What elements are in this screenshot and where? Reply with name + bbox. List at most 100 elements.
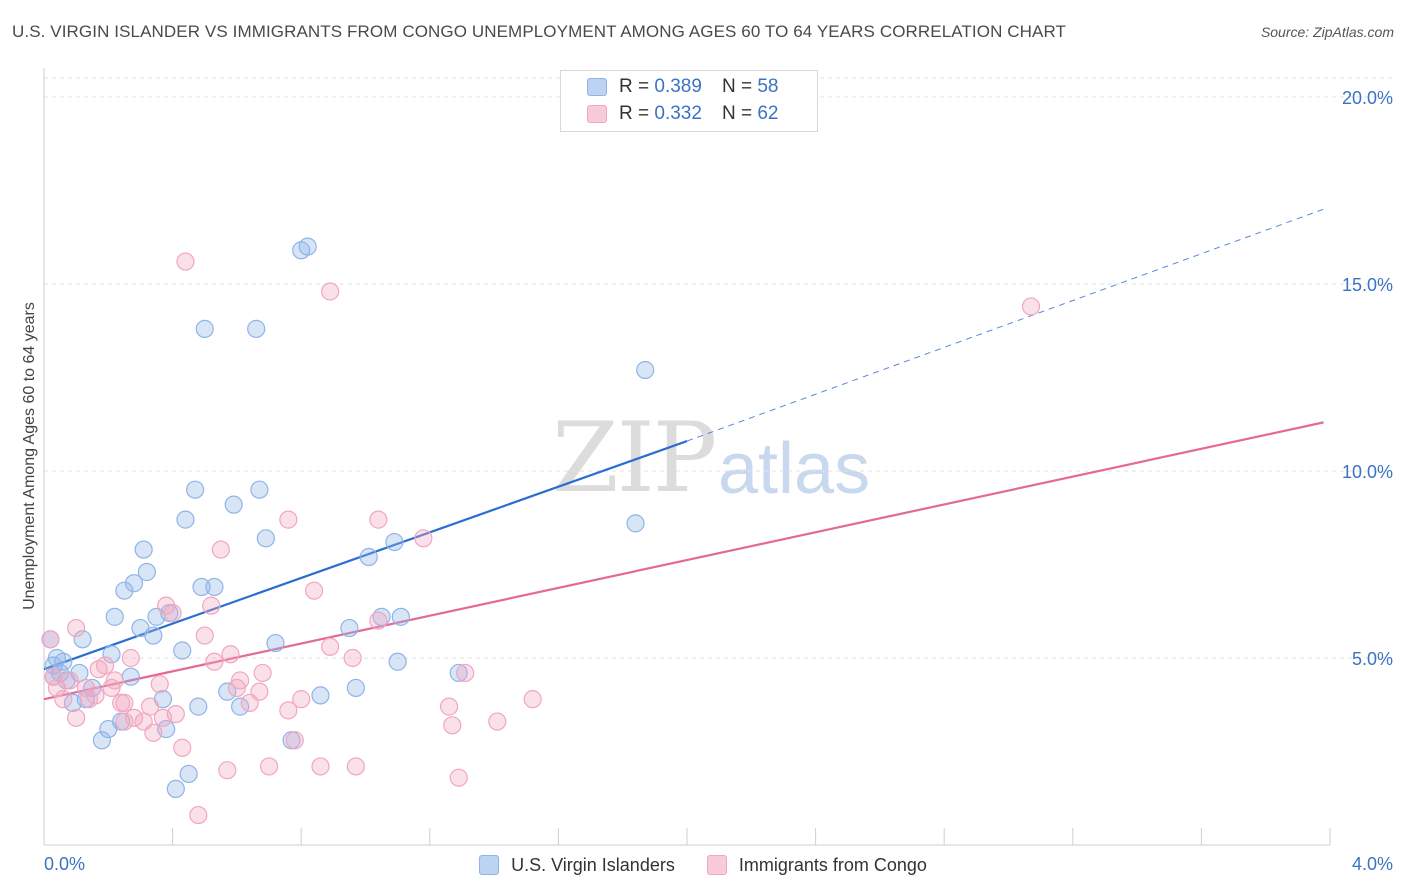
legend-row-congo: R = 0.332 N = 62: [587, 101, 778, 127]
point-virgin-islanders: [218, 682, 237, 701]
point-virgin-islanders: [266, 633, 285, 653]
point-virgin-islanders: [186, 480, 205, 499]
point-congo: [163, 604, 182, 623]
point-congo: [67, 708, 86, 727]
point-virgin-islanders: [298, 237, 317, 256]
legend-item-virgin-islanders: U.S. Virgin Islanders: [479, 855, 675, 876]
legend-n-label: N =: [721, 103, 753, 124]
legend-label: Immigrants from Congo: [738, 854, 927, 875]
legend-item-congo: Immigrants from Congo: [706, 854, 927, 876]
x-tick-label-min: 0.0%: [44, 854, 85, 874]
point-virgin-islanders: [359, 547, 378, 567]
point-virgin-islanders: [173, 641, 192, 660]
point-congo: [456, 663, 475, 683]
legend-r-label: R =: [619, 103, 650, 124]
y-tick-label: 5.0%: [1352, 649, 1393, 669]
point-virgin-islanders: [115, 581, 134, 600]
point-virgin-islanders: [391, 607, 410, 626]
point-congo: [67, 618, 86, 638]
y-tick-label: 10.0%: [1342, 462, 1393, 482]
legend-swatch-pink: [706, 855, 727, 875]
point-virgin-islanders: [73, 630, 92, 649]
legend-label: U.S. Virgin Islanders: [511, 854, 675, 875]
point-congo: [105, 671, 124, 690]
point-congo: [121, 648, 140, 668]
point-virgin-islanders: [70, 663, 89, 683]
chart-title: U.S. VIRGIN ISLANDER VS IMMIGRANTS FROM …: [12, 22, 1067, 41]
point-virgin-islanders: [102, 645, 121, 664]
point-congo: [173, 738, 192, 757]
point-virgin-islanders: [205, 577, 224, 597]
point-congo: [1021, 297, 1041, 316]
point-congo: [439, 697, 459, 716]
watermark-zip: ZIP: [552, 402, 717, 514]
point-congo: [115, 693, 134, 712]
point-congo: [414, 529, 433, 548]
legend-n-value: 58: [757, 76, 779, 97]
correlation-legend: R = 0.389 N = 58 R = 0.332 N = 62: [560, 70, 818, 132]
point-virgin-islanders: [626, 514, 645, 533]
point-congo: [86, 686, 105, 705]
point-congo: [369, 510, 388, 529]
legend-n-label: N =: [721, 76, 753, 97]
point-virgin-islanders: [231, 697, 250, 716]
point-virgin-islanders: [92, 731, 111, 750]
point-virgin-islanders: [192, 577, 211, 597]
point-virgin-islanders: [636, 360, 655, 380]
legend-swatch-blue: [587, 78, 607, 96]
point-virgin-islanders: [176, 510, 195, 529]
point-congo: [205, 652, 224, 671]
point-virgin-islanders: [449, 663, 468, 683]
source-credit: Source: ZipAtlas.com: [1260, 24, 1394, 40]
point-congo: [211, 540, 230, 559]
point-congo: [115, 712, 134, 731]
point-congo: [343, 648, 362, 668]
point-congo: [54, 690, 73, 709]
data-points: [41, 237, 1041, 825]
point-congo: [231, 671, 250, 690]
legend-swatch-pink: [587, 105, 607, 123]
gridlines: [44, 77, 1392, 659]
point-congo: [321, 637, 340, 656]
point-virgin-islanders: [385, 532, 404, 552]
point-virgin-islanders: [179, 764, 198, 784]
legend-r-value: 0.389: [654, 76, 702, 97]
axes: [43, 68, 1331, 846]
point-congo: [41, 630, 60, 649]
y-tick-label: 20.0%: [1342, 88, 1393, 108]
point-congo: [140, 697, 160, 716]
point-congo: [60, 671, 79, 690]
point-virgin-islanders: [124, 574, 144, 593]
point-congo: [488, 712, 507, 731]
point-congo: [285, 731, 304, 750]
legend-r-value: 0.332: [654, 103, 702, 124]
point-virgin-islanders: [250, 480, 269, 499]
point-congo: [221, 645, 240, 664]
legend-n-value: 62: [757, 103, 779, 124]
point-virgin-islanders: [105, 607, 124, 626]
point-congo: [279, 510, 298, 529]
point-congo: [195, 626, 214, 645]
point-virgin-islanders: [311, 686, 330, 705]
point-congo: [304, 581, 324, 600]
point-congo: [449, 768, 468, 787]
point-virgin-islanders: [121, 667, 140, 686]
legend-row-virgin-islanders: R = 0.389 N = 58: [587, 74, 778, 100]
trend-line-virgin-islanders: [43, 440, 688, 671]
point-congo: [150, 675, 169, 694]
point-congo: [176, 252, 195, 271]
tick-labels: 5.0% 10.0% 15.0% 20.0% 0.0% 4.0%: [44, 88, 1393, 874]
point-virgin-islanders: [388, 652, 407, 671]
point-virgin-islanders: [195, 319, 214, 338]
point-virgin-islanders: [137, 562, 156, 582]
point-congo: [523, 690, 542, 709]
y-tick-label: 15.0%: [1342, 275, 1393, 295]
point-congo: [369, 611, 388, 630]
point-congo: [144, 723, 163, 742]
point-virgin-islanders: [54, 652, 73, 671]
point-congo: [311, 757, 330, 776]
point-congo: [218, 761, 237, 780]
point-congo: [259, 757, 279, 776]
point-congo: [443, 716, 462, 735]
